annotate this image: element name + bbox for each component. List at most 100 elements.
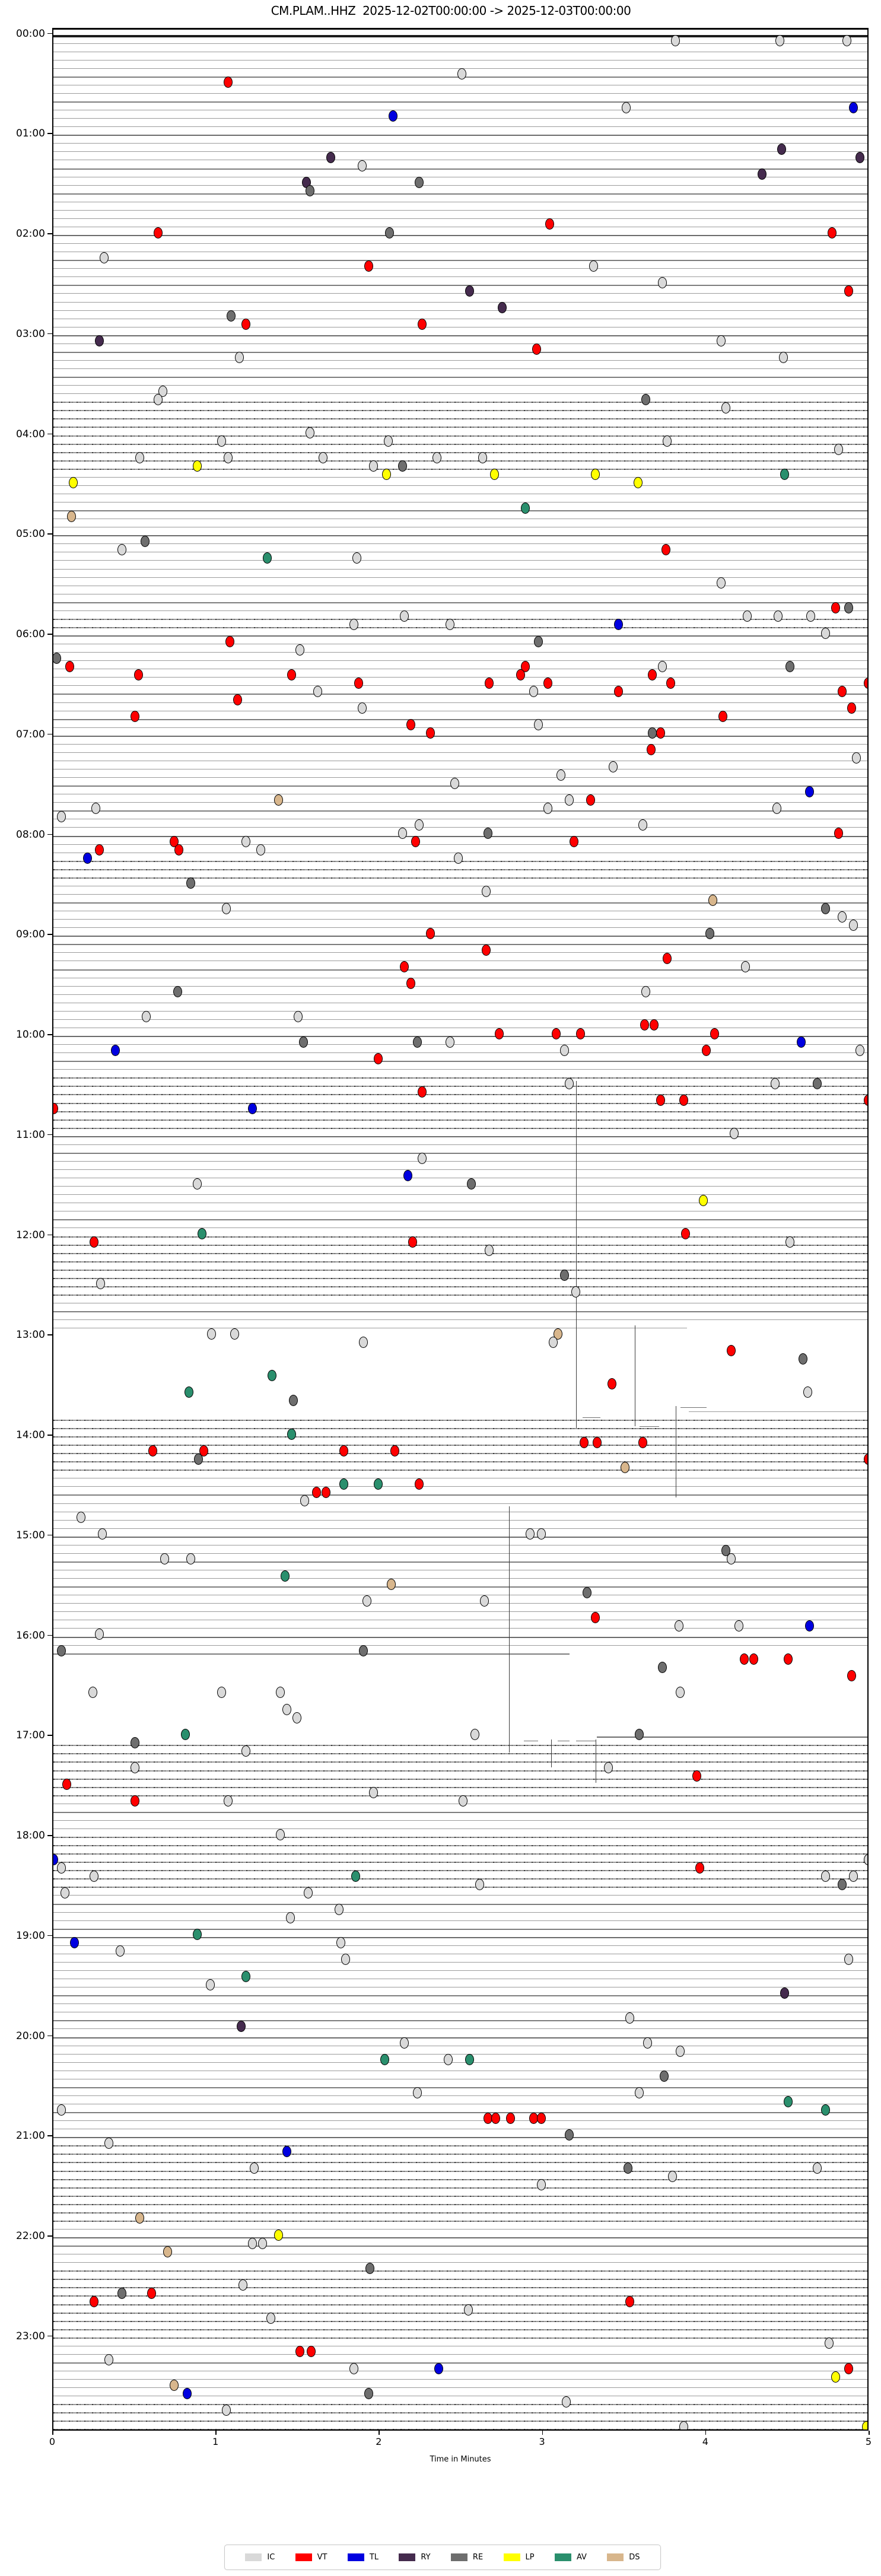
event-marker-ic (217, 435, 226, 447)
event-marker-vt (307, 2346, 316, 2358)
x-tick (52, 2431, 53, 2435)
x-tick (705, 2431, 707, 2435)
trace-row (53, 1912, 867, 1913)
legend-swatch-icon (245, 2553, 262, 2561)
trace-row (53, 1895, 867, 1896)
event-marker-ic (248, 2237, 257, 2249)
event-marker-ic (295, 644, 305, 656)
event-marker-vt (607, 1378, 616, 1390)
trace-row (53, 1052, 867, 1054)
event-marker-tl (434, 2362, 443, 2374)
event-marker-ry (757, 168, 766, 180)
event-marker-tl (848, 101, 858, 113)
event-marker-tl (796, 1036, 806, 1048)
trace-row (53, 660, 867, 662)
event-marker-ry (855, 151, 864, 163)
y-tick-label: 02:00 (16, 228, 45, 240)
event-marker-vt (491, 2112, 501, 2124)
event-marker-ic (241, 1745, 251, 1757)
event-marker-vt (223, 77, 233, 88)
event-marker-ic (459, 1795, 468, 1807)
trace-row (53, 143, 867, 144)
event-marker-ic (238, 2279, 247, 2291)
trace-row (53, 1853, 867, 1855)
event-marker-vt (692, 1770, 701, 1782)
event-marker-av (181, 1728, 190, 1740)
event-marker-vt (828, 227, 837, 238)
trace-row (53, 101, 867, 103)
legend-label: LP (525, 2553, 535, 2562)
trace-row (53, 969, 867, 971)
event-marker-ic (359, 1336, 368, 1348)
event-marker-ic (294, 1011, 303, 1023)
trace-row (53, 1219, 867, 1221)
trace-row (53, 1945, 867, 1946)
trace-row (53, 2170, 867, 2172)
trace-row (53, 902, 867, 904)
trace-row (53, 1828, 867, 1829)
trace-row (53, 2145, 867, 2147)
event-marker-vt (529, 2112, 538, 2124)
trace-row (53, 735, 867, 737)
event-marker-vt (844, 285, 853, 297)
trace-row (53, 1561, 867, 1563)
data-gap-artifact-line (575, 1080, 577, 1428)
event-marker-re (414, 177, 424, 189)
event-marker-re (583, 1586, 592, 1598)
event-marker-vt (863, 677, 867, 689)
event-marker-av (268, 1370, 277, 1382)
event-marker-ic (318, 452, 327, 464)
event-marker-av (465, 2054, 475, 2066)
event-marker-vt (133, 669, 143, 680)
event-marker-vt (638, 1436, 647, 1448)
event-marker-tl (282, 2145, 292, 2157)
event-marker-ic (349, 619, 358, 631)
data-gap-artifact-segment (639, 1426, 659, 1427)
x-tick-label: 5 (865, 2436, 872, 2447)
event-marker-re (305, 185, 314, 197)
event-marker-re (785, 660, 794, 672)
trace-row (53, 1645, 867, 1646)
trace-row (53, 1419, 867, 1421)
event-marker-ry (94, 335, 104, 347)
event-marker-ds (163, 2246, 173, 2257)
event-marker-ic (772, 802, 781, 814)
y-tick (47, 133, 52, 134)
trace-row (53, 2270, 867, 2272)
event-marker-vt (364, 260, 373, 272)
trace-row (53, 118, 867, 119)
trace-row (53, 2320, 867, 2322)
event-marker-ic (400, 2037, 409, 2049)
event-marker-ds (387, 1578, 396, 1590)
event-marker-vt (148, 1445, 158, 1456)
y-tick-label: 03:00 (16, 327, 45, 340)
trace-row (53, 944, 867, 946)
event-marker-ic (657, 660, 667, 672)
event-marker-vt (374, 1052, 383, 1064)
event-marker-ic (556, 769, 566, 781)
trace-row (53, 919, 867, 920)
event-marker-vt (863, 1095, 867, 1106)
event-marker-ic (241, 836, 251, 848)
event-marker-vt (62, 1779, 71, 1791)
trace-row (53, 2220, 867, 2222)
event-marker-ds (620, 1461, 629, 1473)
trace-row (53, 1044, 867, 1045)
trace-row (53, 2295, 867, 2297)
legend-item-lp: LP (503, 2553, 535, 2562)
legend-label: IC (267, 2553, 275, 2562)
trace-row (53, 1227, 867, 1229)
trace-row (53, 268, 867, 269)
event-marker-vt (311, 1486, 321, 1498)
trace-row (53, 1010, 867, 1012)
trace-row (53, 2020, 867, 2022)
event-marker-ic (446, 1036, 455, 1048)
event-marker-ic (526, 1528, 535, 1540)
plot-area (52, 28, 869, 2431)
y-tick-label: 10:00 (16, 1029, 45, 1041)
event-marker-ic (604, 1762, 613, 1774)
event-marker-ic (266, 2313, 275, 2324)
legend-label: AV (576, 2553, 587, 2562)
event-marker-ic (117, 543, 127, 555)
event-marker-re (559, 1270, 569, 1281)
